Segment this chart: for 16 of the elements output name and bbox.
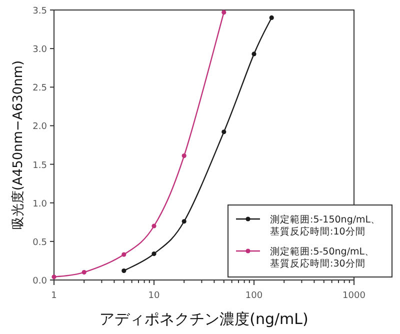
x-tick-label: 1000 <box>342 291 366 301</box>
y-tick-label: 2.5 <box>32 84 47 94</box>
x-tick-label: 1 <box>51 291 57 301</box>
legend-label: 測定範囲:5-150ng/mL、基質反応時間:10分間 <box>270 214 381 238</box>
legend-label: 測定範囲:5-50ng/mL、基質反応時間:30分間 <box>270 246 375 270</box>
y-tick-label: 3.0 <box>32 45 48 56</box>
y-tick-label: 0.5 <box>32 238 47 248</box>
x-tick-label: 10 <box>148 291 160 301</box>
x-axis-title: アディポネクチン濃度(ng/mL) <box>100 310 308 328</box>
y-tick-label: 2.0 <box>32 122 48 132</box>
y-tick-label: 3.5 <box>32 6 47 16</box>
y-tick-label: 1.5 <box>32 160 47 171</box>
y-tick-label: 0.0 <box>32 276 48 286</box>
y-tick-label: 1.0 <box>32 199 48 210</box>
y-axis-title: 吸光度(A450nm−A630nm) <box>10 60 26 230</box>
x-tick-label: 100 <box>245 291 263 301</box>
